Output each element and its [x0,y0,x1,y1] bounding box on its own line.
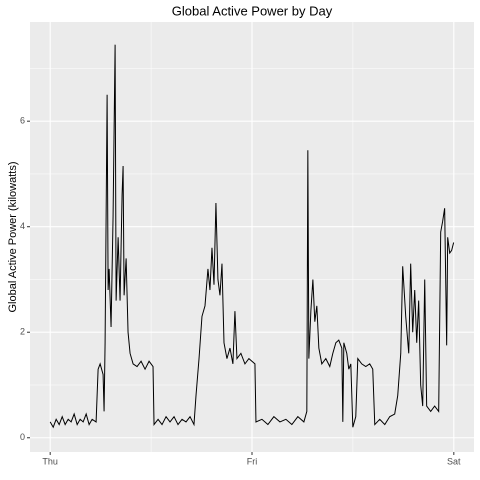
y-tick-label: 4 [20,221,25,231]
y-axis-label: Global Active Power (kilowatts) [7,162,19,313]
x-tick-label: Thu [42,456,58,466]
chart-title: Global Active Power by Day [172,3,333,18]
y-tick-label: 2 [20,327,25,337]
data-line [49,44,455,429]
y-tick-label: 0 [20,432,25,442]
x-tick-label: Fri [247,456,258,466]
y-tick-label: 6 [20,116,25,126]
x-tick-label: Sat [447,456,461,466]
